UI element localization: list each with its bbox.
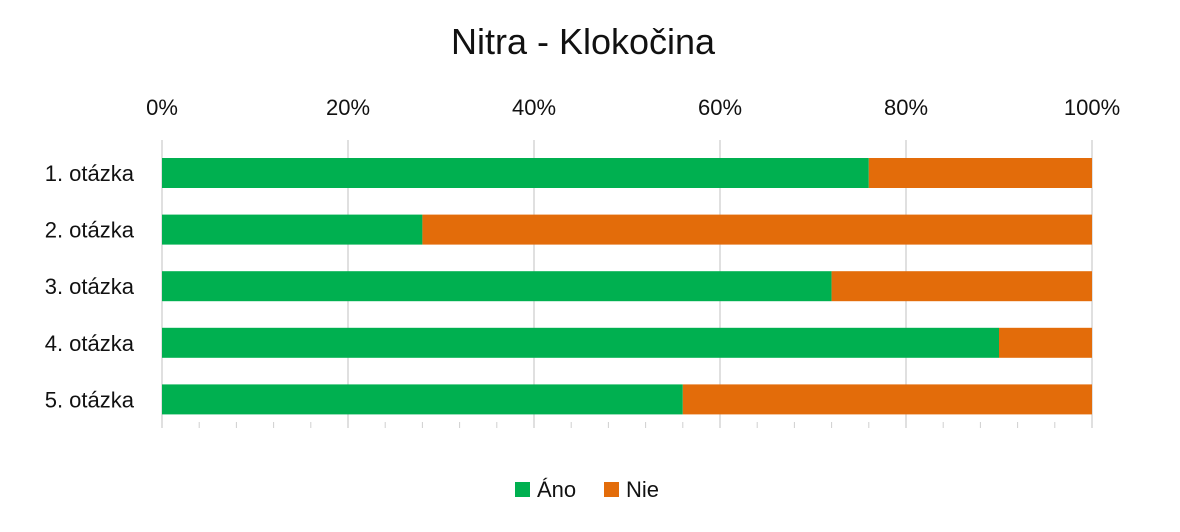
x-tick-label: 40%	[512, 95, 556, 120]
category-label: 2. otázka	[45, 218, 135, 243]
bar-segment-ano	[162, 384, 683, 415]
bar-segment-ano	[162, 271, 832, 302]
bar-segment-ano	[162, 158, 869, 188]
bar-segment-ano	[162, 327, 999, 358]
legend: Áno Nie	[515, 477, 659, 502]
x-axis-tick-labels: 0% 20% 40% 60% 80% 100%	[146, 95, 1120, 120]
x-tick-label: 20%	[326, 95, 370, 120]
bar-segment-nie	[999, 327, 1092, 358]
bar-segment-nie	[422, 214, 1092, 245]
category-label: 3. otázka	[45, 274, 135, 299]
legend-swatch	[515, 482, 530, 497]
bar-segment-nie	[868, 158, 1092, 188]
legend-label: Áno	[537, 477, 576, 502]
legend-label: Nie	[626, 477, 659, 502]
x-tick-label: 100%	[1064, 95, 1120, 120]
bar-segment-ano	[162, 214, 423, 245]
chart-title: Nitra - Klokočina	[451, 21, 716, 62]
category-labels: 1. otázka 2. otázka 3. otázka 4. otázka 5. o…	[45, 161, 135, 412]
category-label: 1. otázka	[45, 161, 135, 186]
bars	[162, 158, 1092, 415]
legend-swatch	[604, 482, 619, 497]
x-tick-label: 60%	[698, 95, 742, 120]
x-tick-label: 80%	[884, 95, 928, 120]
category-label: 5. otázka	[45, 387, 135, 412]
x-tick-label: 0%	[146, 95, 178, 120]
bar-segment-nie	[682, 384, 1092, 415]
bar-segment-nie	[831, 271, 1092, 302]
category-label: 4. otázka	[45, 331, 135, 356]
